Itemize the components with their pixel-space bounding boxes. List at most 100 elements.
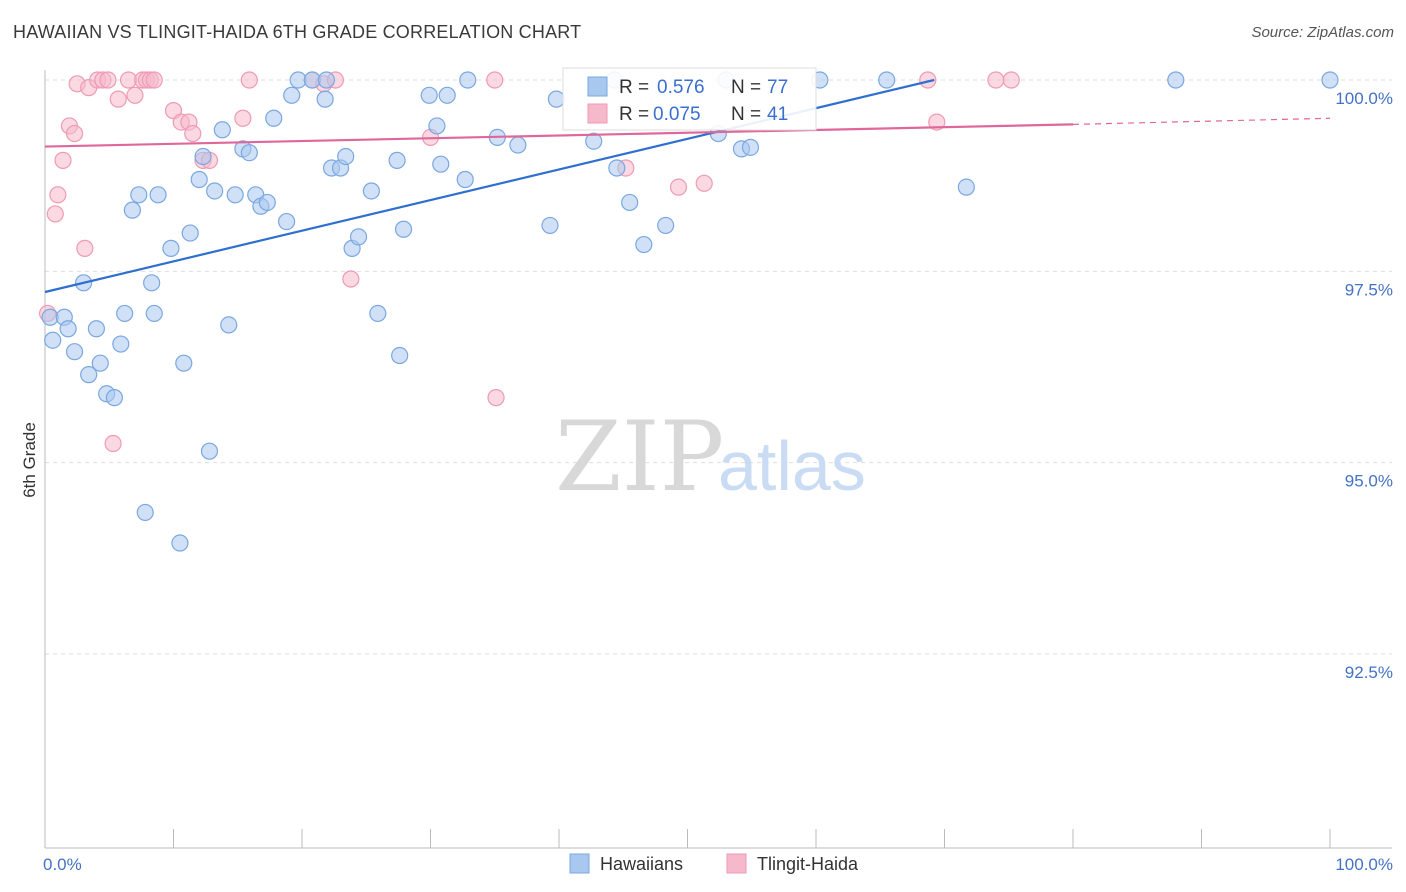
hawaiians-point: [428, 117, 446, 135]
hawaiians-point: [149, 186, 167, 204]
chart-title: HAWAIIAN VS TLINGIT-HAIDA 6TH GRADE CORR…: [13, 22, 582, 42]
y-axis-label: 6th Grade: [20, 422, 39, 498]
tlingit-haida-point: [184, 124, 202, 143]
hawaiians-point: [547, 90, 566, 108]
hawaiians-point: [59, 320, 77, 338]
hawaiians-points: [41, 71, 1339, 552]
hawaiians-point: [957, 178, 975, 196]
hawaiians-point: [130, 186, 148, 204]
tlingit-haida-point: [342, 270, 360, 288]
legend-n-label-tlingit-haida: N =: [731, 104, 761, 125]
hawaiians-point: [388, 151, 406, 169]
hawaiians-point: [459, 71, 477, 89]
tlingit-haida-point: [486, 71, 504, 89]
legend-r-value-hawaiians: 0.576: [657, 77, 705, 98]
hawaiians-point: [91, 354, 109, 372]
hawaiians-point: [878, 71, 896, 89]
hawaiians-point: [145, 304, 163, 323]
grid-lines: [45, 79, 1392, 655]
legend-r-value-tlingit-haida: 0.075: [653, 104, 701, 125]
correlation-legend: R = 0.576 N = 77 R = 0.075 N = 41: [562, 67, 817, 131]
hawaiians-point: [456, 170, 474, 189]
legend-bottom-label-tlingit-haida: Tlingit-Haida: [757, 854, 859, 874]
hawaiians-point: [541, 216, 559, 235]
hawaiians-point: [432, 155, 450, 173]
hawaiians-point: [438, 86, 456, 104]
hawaiians-point: [316, 90, 334, 108]
hawaiians-point: [391, 346, 409, 365]
hawaiians-point: [420, 86, 438, 104]
watermark-zip: ZIP: [555, 401, 724, 513]
legend-n-label-hawaiians: N =: [731, 77, 761, 98]
tlingit-haida-point: [65, 124, 84, 143]
hawaiians-point: [136, 503, 154, 522]
tlingit-haida-point: [669, 178, 688, 196]
x-tick-labels: 0.0% 100.0%: [43, 855, 1393, 874]
tlingit-haida-point: [109, 90, 127, 108]
hawaiians-point: [585, 132, 603, 150]
hawaiians-point: [226, 186, 244, 204]
hawaiians-point: [194, 147, 212, 166]
hawaiians-point: [213, 121, 231, 139]
hawaiians-point: [175, 354, 193, 372]
hawaiians-point: [258, 193, 276, 212]
hawaiians-point: [206, 182, 224, 200]
tlingit-haida-point: [76, 239, 94, 257]
legend-n-value-tlingit-haida: 41: [767, 104, 788, 125]
tlingit-haida-trend-line: [44, 123, 1074, 148]
x-tick-label: 100.0%: [1335, 855, 1393, 874]
tlingit-haida-trend-extension: [1072, 117, 1331, 125]
tlingit-haida-point: [928, 113, 946, 131]
tlingit-haida-point: [987, 71, 1005, 89]
legend-swatch-hawaiians: [587, 76, 608, 97]
legend-r-label-hawaiians: R =: [619, 77, 649, 98]
hawaiians-point: [171, 534, 189, 552]
axes: [44, 70, 1392, 849]
y-tick-label: 92.5%: [1345, 663, 1393, 682]
hawaiians-point: [44, 331, 62, 349]
tlingit-haida-point: [54, 151, 72, 169]
y-tick-labels: 100.0% 97.5% 95.0% 92.5%: [1335, 89, 1393, 682]
tlingit-haida-point: [919, 71, 937, 89]
y-tick-label: 95.0%: [1345, 472, 1393, 491]
legend-bottom-label-hawaiians: Hawaiians: [600, 854, 683, 874]
y-tick-label: 97.5%: [1345, 280, 1393, 299]
hawaiians-point: [200, 442, 219, 460]
legend-bottom-swatch-hawaiians: [569, 853, 590, 874]
x-tick-label: 0.0%: [43, 855, 82, 874]
hawaiians-point: [143, 274, 161, 292]
hawaiians-point: [162, 239, 180, 257]
hawaiians-point: [112, 335, 130, 353]
chart-source: Source: ZipAtlas.com: [1251, 24, 1394, 41]
hawaiians-point: [220, 316, 238, 334]
tlingit-haida-point: [104, 434, 122, 453]
hawaiians-point: [317, 71, 336, 89]
hawaiians-point: [362, 182, 380, 200]
hawaiians-point: [1321, 71, 1339, 89]
tlingit-haida-point: [240, 71, 258, 89]
hawaiians-point: [337, 147, 355, 166]
hawaiians-point: [240, 144, 258, 162]
hawaiians-point: [635, 235, 653, 254]
hawaiians-point: [349, 228, 368, 246]
tlingit-haida-point: [126, 86, 144, 104]
hawaiians-point: [80, 366, 98, 384]
hawaiians-point: [369, 304, 387, 323]
tlingit-haida-point: [99, 71, 117, 89]
legend-bottom-swatch-tlingit-haida: [726, 853, 747, 874]
tlingit-haida-point: [49, 186, 67, 204]
hawaiians-point: [65, 343, 84, 361]
watermark-atlas: atlas: [718, 427, 866, 505]
hawaiians-point: [621, 193, 639, 212]
tlingit-haida-point: [1002, 71, 1020, 89]
x-minor-ticks: [173, 829, 1331, 848]
hawaiians-point: [123, 201, 141, 219]
hawaiians-point: [87, 320, 106, 338]
tlingit-haida-point: [487, 389, 505, 407]
hawaiians-point: [394, 220, 413, 238]
hawaiians-point: [277, 212, 296, 231]
series-legend: Hawaiians Tlingit-Haida: [569, 853, 859, 874]
tlingit-haida-point: [145, 71, 163, 89]
hawaiians-point: [1167, 71, 1185, 89]
